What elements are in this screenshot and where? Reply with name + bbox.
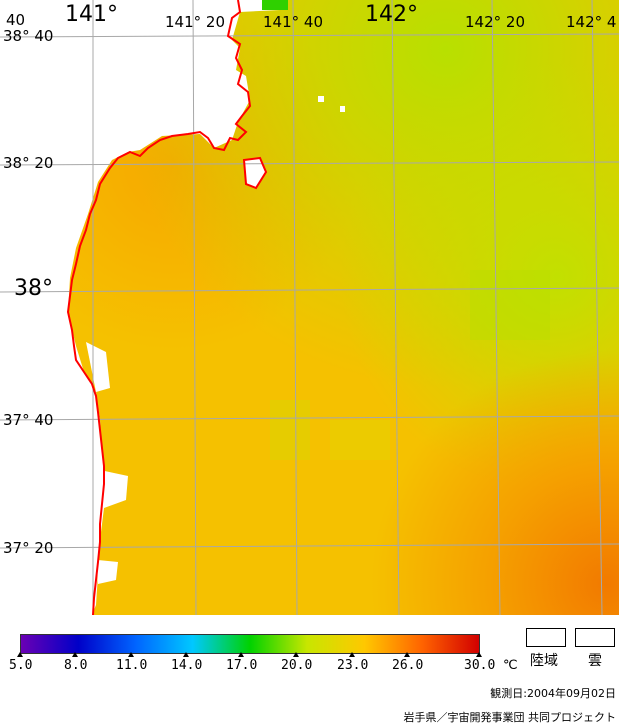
land-area bbox=[0, 0, 280, 615]
colorbar-tick bbox=[476, 652, 482, 657]
latitude-label: 38° 20 bbox=[3, 154, 54, 172]
coastal-gap bbox=[86, 342, 110, 392]
coastal-gap bbox=[98, 560, 118, 584]
cloud-speck bbox=[318, 96, 324, 102]
sea-patch bbox=[270, 400, 310, 460]
longitude-label: 141° 40 bbox=[263, 13, 323, 31]
cloud-legend-label: 雲 bbox=[588, 653, 602, 669]
sea-patch bbox=[470, 270, 550, 340]
colorbar-tick bbox=[17, 652, 23, 657]
sea-patch bbox=[330, 420, 390, 460]
latitude-label: 37° 40 bbox=[3, 411, 54, 429]
longitude-label: 142° bbox=[365, 2, 418, 27]
colorbar-tick-label: 5.0 bbox=[9, 658, 33, 673]
parallel-38-40 bbox=[0, 33, 619, 38]
longitude-label: 142° 4 bbox=[566, 13, 617, 31]
graticule bbox=[0, 0, 619, 615]
colorbar-tick-label: 20.0 bbox=[281, 658, 313, 673]
sea-surface-temperature-map bbox=[0, 0, 619, 615]
latitude-label: 38° bbox=[14, 276, 53, 301]
colorbar-tick bbox=[293, 652, 299, 657]
colorbar-tick bbox=[349, 652, 355, 657]
coastal-gap bbox=[100, 470, 128, 508]
latitude-label: 40 bbox=[6, 11, 26, 29]
parallel-38-20 bbox=[0, 161, 619, 166]
temperature-colorbar bbox=[20, 634, 480, 654]
colorbar-tick bbox=[183, 652, 189, 657]
colorbar-tick bbox=[404, 652, 410, 657]
cloud-legend-swatch bbox=[575, 628, 615, 647]
meridian-142 bbox=[391, 0, 400, 615]
observation-date: 観測日:2004年09月02日 bbox=[490, 687, 616, 700]
land-legend-swatch bbox=[526, 628, 566, 647]
colorbar-tick-label: 17.0 bbox=[226, 658, 258, 673]
cloud-speck bbox=[340, 106, 345, 112]
longitude-label: 141° bbox=[65, 2, 118, 27]
colorbar-tick bbox=[72, 652, 78, 657]
colorbar-tick-label: 14.0 bbox=[171, 658, 203, 673]
cool-sliver bbox=[262, 0, 288, 10]
meridian-142-20 bbox=[491, 0, 501, 615]
meridian-141-40 bbox=[292, 0, 298, 615]
colorbar-tick-label: 30.0 bbox=[464, 658, 496, 673]
colorbar-unit: ℃ bbox=[503, 658, 518, 673]
parallel-37-40 bbox=[0, 415, 619, 421]
meridian-142-40 bbox=[591, 0, 603, 615]
meridian-141-20 bbox=[192, 0, 197, 615]
project-credit: 岩手県／宇宙開発事業団 共同プロジェクト bbox=[403, 711, 617, 724]
latitude-label: 37° 20 bbox=[3, 539, 54, 557]
longitude-label: 141° 20 bbox=[165, 13, 225, 31]
parallel-37-20 bbox=[0, 543, 619, 549]
colorbar-tick-label: 8.0 bbox=[64, 658, 88, 673]
colorbar-tick bbox=[238, 652, 244, 657]
colorbar-tick-label: 11.0 bbox=[116, 658, 148, 673]
colorbar-tick bbox=[128, 652, 134, 657]
latitude-label: 38° 40 bbox=[3, 27, 54, 45]
colorbar-tick-label: 23.0 bbox=[337, 658, 369, 673]
parallel-38 bbox=[0, 287, 619, 293]
longitude-label: 142° 20 bbox=[465, 13, 525, 31]
colorbar-tick-label: 26.0 bbox=[392, 658, 424, 673]
land-legend-label: 陸域 bbox=[530, 653, 558, 669]
coastline-lake bbox=[242, 156, 268, 190]
coastline bbox=[66, 0, 252, 615]
